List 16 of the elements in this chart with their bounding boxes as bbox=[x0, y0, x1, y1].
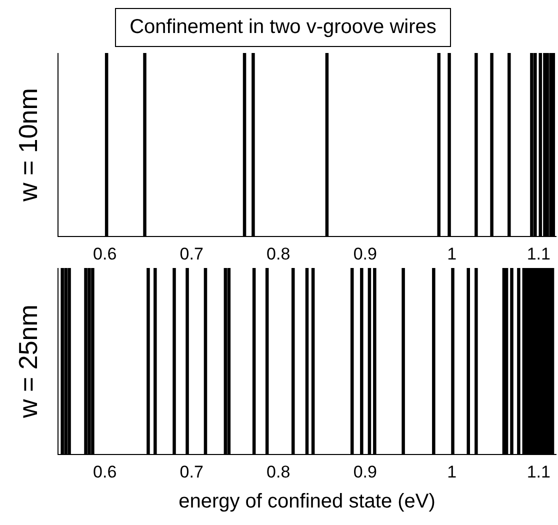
x-tick-label: 0.6 bbox=[93, 244, 117, 264]
x-tick-label: 0.6 bbox=[93, 462, 117, 482]
x-axis-title: energy of confined state (eV) bbox=[178, 490, 436, 513]
x-tick-label: 0.7 bbox=[180, 462, 204, 482]
y-axis-title: w = 25nm bbox=[13, 304, 44, 420]
x-tick-label: 0.8 bbox=[266, 244, 290, 264]
x-tick-label: 1.1 bbox=[526, 244, 550, 264]
x-tick-label: 0.7 bbox=[180, 244, 204, 264]
x-tick-label: 0.8 bbox=[266, 462, 290, 482]
x-tick-label: 1 bbox=[447, 462, 457, 482]
chart-title: Confinement in two v-groove wires bbox=[114, 8, 452, 47]
x-tick-label: 0.9 bbox=[353, 462, 377, 482]
y-axis-title: w = 10nm bbox=[13, 88, 44, 203]
x-tick-label: 0.9 bbox=[353, 244, 377, 264]
x-tick-label: 1 bbox=[447, 244, 457, 264]
x-tick-label: 1.1 bbox=[526, 462, 550, 482]
